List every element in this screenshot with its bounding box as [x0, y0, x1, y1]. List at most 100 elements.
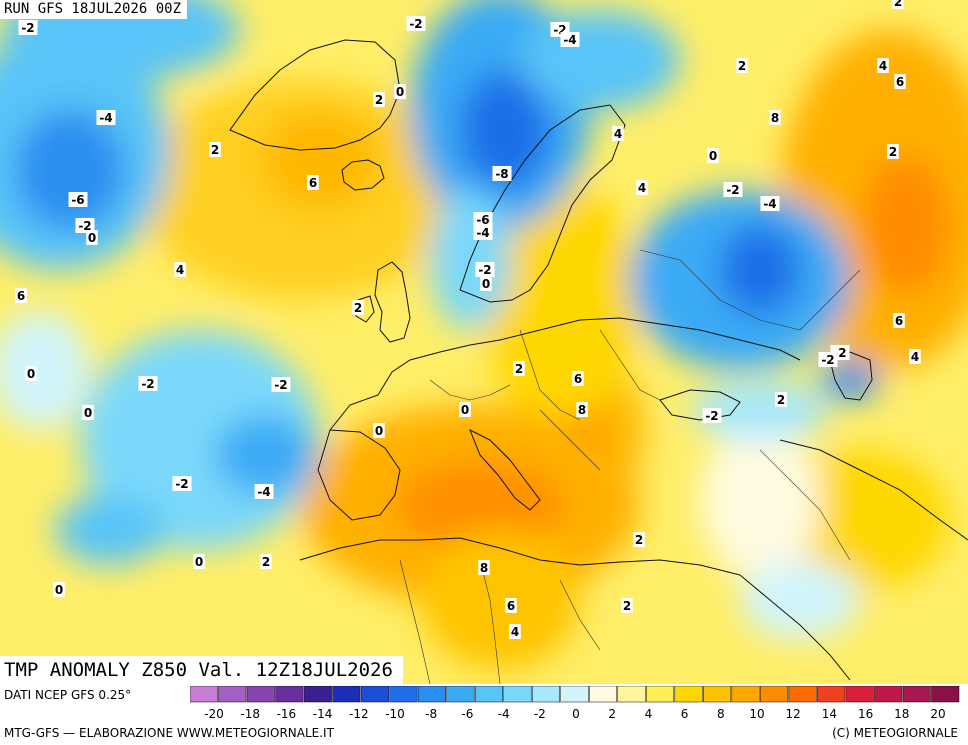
anomaly-value-label: -2 [478, 263, 491, 277]
value-label-bg [612, 126, 624, 141]
border-africa-2 [479, 559, 501, 684]
anomaly-value-label: 2 [738, 59, 746, 73]
anomaly-value-label: 0 [461, 403, 469, 417]
legend-swatch [389, 686, 418, 703]
anomaly-value-label: -2 [21, 21, 34, 35]
border-west-europe [429, 379, 511, 401]
value-label-bg [818, 352, 838, 367]
value-label-bg [513, 361, 525, 376]
anomaly-value-label: 0 [482, 277, 490, 291]
run-label: RUN GFS 18JUL2026 00Z [0, 0, 188, 19]
anomaly-value-label: 0 [195, 555, 203, 569]
value-label-bg [505, 598, 517, 613]
anomaly-value-label: -6 [71, 193, 84, 207]
legend-tick-label: 0 [572, 707, 580, 721]
value-label-bg [621, 598, 633, 613]
anomaly-value-label: 0 [88, 231, 96, 245]
value-label-bg [260, 554, 272, 569]
legend-tick-label: 8 [717, 707, 725, 721]
legend-swatch [874, 686, 903, 703]
legend-swatch [332, 686, 361, 703]
legend-swatch [617, 686, 646, 703]
legend-tick-label: 6 [681, 707, 689, 721]
legend-swatch [731, 686, 760, 703]
value-label-bg [769, 110, 781, 125]
coast-italy [469, 428, 541, 511]
coast-black-sea [659, 389, 741, 421]
legend-swatch [845, 686, 874, 703]
legend-swatch [417, 686, 446, 703]
anomaly-value-label: -2 [409, 17, 422, 31]
anomaly-value-label: 8 [771, 111, 779, 125]
value-label-bg [775, 392, 787, 407]
neutral-zone-middle-east [700, 420, 820, 580]
border-central-europe [519, 329, 581, 421]
anomaly-value-label: 0 [375, 424, 383, 438]
legend-tick-label: 12 [786, 707, 801, 721]
legend-tick-label: -6 [461, 707, 473, 721]
cold-zone-caspian [820, 360, 880, 400]
value-label-bg [492, 166, 512, 181]
value-label-bg [560, 32, 580, 47]
coast-europe-mainland [329, 317, 801, 431]
border-east-europe [599, 329, 661, 401]
legend-swatch [931, 686, 960, 703]
legend-swatch [446, 686, 475, 703]
value-label-bg [723, 182, 743, 197]
anomaly-value-label: 2 [375, 93, 383, 107]
data-source: DATI NCEP GFS 0.25° [4, 688, 132, 702]
coast-british-isles [374, 261, 411, 343]
cold-zone-ukraine-core [720, 225, 800, 315]
legend-ticks: -20 -18 -16 -14 -12 -10 -8 -6 -4 -2 0 2 4 6 8 10 12 14 16 1… [204, 707, 945, 721]
anomaly-value-label: 2 [262, 555, 270, 569]
legend-tick-label: 20 [930, 707, 945, 721]
coast-scandinavia [459, 104, 626, 303]
border-balkans [539, 409, 601, 471]
cold-zone-west-atlantic [0, 310, 90, 430]
value-label-bg [636, 180, 648, 195]
anomaly-field [0, 0, 968, 670]
value-label-bg [702, 408, 722, 423]
border-russia [639, 249, 861, 331]
anomaly-value-label: 8 [480, 561, 488, 575]
legend-tick-label: -12 [349, 707, 369, 721]
value-label-bg [75, 218, 95, 233]
legend-tick-label: 10 [749, 707, 764, 721]
legend-swatch [788, 686, 817, 703]
anomaly-value-label: 4 [911, 350, 919, 364]
legend-tick-label: -2 [534, 707, 546, 721]
value-label-bg [96, 110, 116, 125]
anomaly-value-label: -4 [99, 111, 112, 125]
value-label-bg [53, 582, 65, 597]
anomaly-value-label: -2 [78, 219, 91, 233]
anomaly-value-label: 6 [17, 289, 25, 303]
anomaly-value-label: -2 [175, 477, 188, 491]
value-label-bg [892, 0, 904, 9]
value-label-bg [307, 175, 319, 190]
value-label-bg [475, 262, 495, 277]
anomaly-value-label: 2 [777, 393, 785, 407]
anomaly-value-label: 6 [574, 372, 582, 386]
color-legend: -20 -18 -16 -14 -12 -10 -8 -6 -4 -2 0 2 4 6 8 10 12 14 16 1… [190, 686, 960, 721]
coast-north-africa [299, 537, 741, 576]
value-label-bg [572, 371, 584, 386]
anomaly-value-label: -2 [821, 353, 834, 367]
anomaly-value-label: 2 [889, 145, 897, 159]
cold-zone-scandinavia-core [460, 70, 550, 190]
anomaly-value-label: 4 [511, 625, 519, 639]
legend-tick-label: -18 [240, 707, 260, 721]
legend-tick-label: 16 [858, 707, 873, 721]
value-label-bg [459, 402, 471, 417]
coast-iberia [317, 429, 401, 521]
legend-swatch [589, 686, 618, 703]
anomaly-value-label: -4 [257, 485, 270, 499]
anomaly-value-label: 2 [623, 599, 631, 613]
anomaly-value-label: 0 [709, 149, 717, 163]
legend-swatch [703, 686, 732, 703]
value-label-bg [82, 405, 94, 420]
value-label-bg [473, 212, 493, 227]
anomaly-value-label: 0 [84, 406, 92, 420]
value-label-bg [893, 313, 905, 328]
value-label-bg [480, 276, 492, 291]
